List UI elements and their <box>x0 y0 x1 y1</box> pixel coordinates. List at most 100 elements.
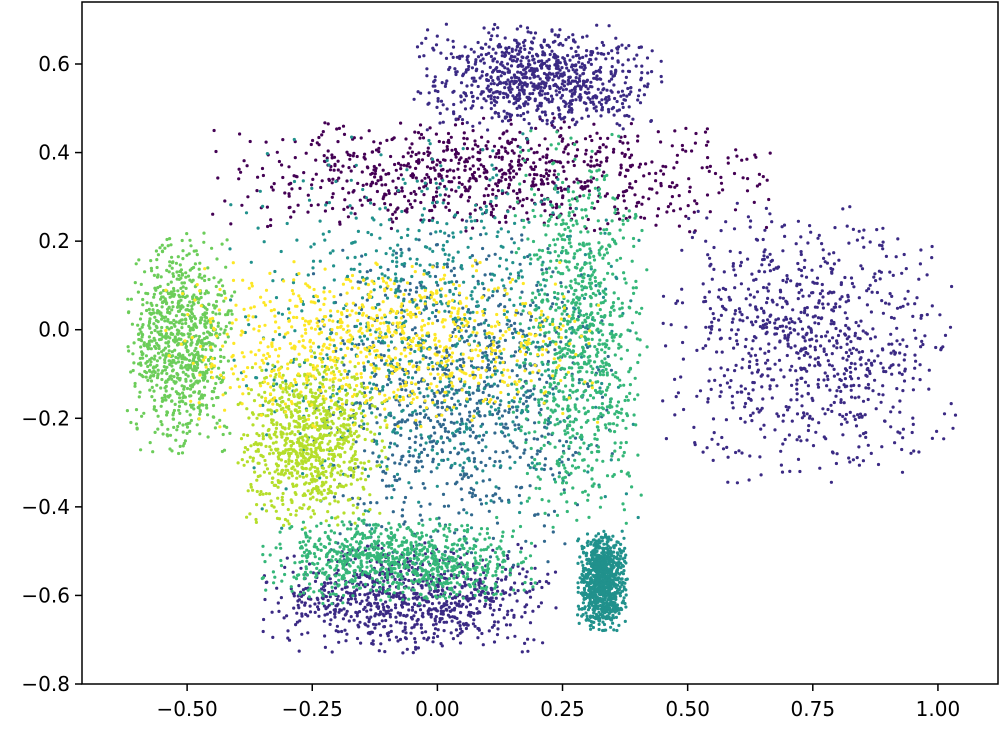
scatter-point <box>495 633 500 637</box>
scatter-point <box>488 478 492 482</box>
scatter-point <box>318 259 322 263</box>
scatter-point <box>530 184 534 188</box>
scatter-point <box>266 362 270 366</box>
scatter-point <box>317 614 321 618</box>
scatter-point <box>843 417 847 421</box>
scatter-point <box>341 164 345 168</box>
scatter-point <box>863 413 867 417</box>
scatter-point <box>518 572 522 576</box>
scatter-point <box>433 89 437 93</box>
scatter-point <box>451 431 455 435</box>
scatter-point <box>483 354 487 358</box>
scatter-point <box>677 194 681 198</box>
scatter-point <box>467 156 471 160</box>
scatter-point <box>435 466 439 470</box>
scatter-point <box>941 345 945 349</box>
scatter-point <box>386 605 391 609</box>
scatter-point <box>847 456 851 460</box>
scatter-point <box>557 108 561 112</box>
scatter-point <box>335 624 339 628</box>
scatter-point <box>407 608 411 612</box>
scatter-point <box>730 320 735 324</box>
scatter-point <box>329 314 333 318</box>
scatter-point <box>351 241 355 245</box>
scatter-point <box>464 189 468 193</box>
scatter-point <box>598 136 603 140</box>
scatter-point <box>383 202 387 206</box>
scatter-point <box>594 152 598 156</box>
scatter-point <box>355 614 359 618</box>
scatter-point <box>517 493 522 498</box>
scatter-point <box>323 634 327 638</box>
scatter-point <box>805 331 809 335</box>
scatter-point <box>446 569 450 573</box>
scatter-point <box>354 324 359 328</box>
scatter-point <box>546 359 551 364</box>
scatter-point <box>436 97 440 101</box>
scatter-point <box>514 38 518 43</box>
scatter-point <box>586 447 590 451</box>
scatter-point <box>572 39 576 43</box>
scatter-point <box>495 34 499 38</box>
scatter-point <box>865 289 869 293</box>
scatter-point <box>558 41 563 46</box>
scatter-point <box>542 202 546 206</box>
scatter-point <box>785 277 790 281</box>
scatter-point <box>857 229 861 233</box>
scatter-point <box>536 280 540 284</box>
scatter-point <box>659 169 663 173</box>
scatter-point <box>497 607 501 612</box>
scatter-point <box>417 186 421 190</box>
scatter-point <box>414 237 418 241</box>
scatter-point <box>452 266 456 270</box>
scatter-point <box>409 347 413 351</box>
scatter-point <box>229 298 233 302</box>
scatter-point <box>647 197 651 201</box>
scatter-point <box>483 329 487 333</box>
scatter-point <box>471 124 475 128</box>
scatter-point <box>693 441 697 445</box>
scatter-point <box>519 269 523 273</box>
scatter-point <box>518 486 523 490</box>
scatter-point <box>468 186 472 190</box>
scatter-point <box>238 132 242 136</box>
scatter-point <box>472 327 476 331</box>
scatter-point <box>431 623 436 627</box>
scatter-point <box>484 336 488 340</box>
scatter-point <box>460 267 464 271</box>
scatter-point <box>512 206 516 211</box>
scatter-point <box>318 327 322 331</box>
scatter-point <box>535 173 539 177</box>
scatter-point <box>395 264 399 268</box>
scatter-point <box>558 420 562 424</box>
scatter-point <box>407 247 411 251</box>
scatter-point <box>748 293 753 297</box>
scatter-point <box>425 74 429 78</box>
scatter-point <box>412 602 416 606</box>
scatter-point <box>515 374 519 378</box>
scatter-point <box>711 312 715 316</box>
scatter-point <box>542 174 546 178</box>
scatter-point <box>549 467 553 471</box>
scatter-point <box>447 180 451 184</box>
scatter-point <box>355 636 360 641</box>
scatter-point <box>823 371 827 375</box>
scatter-point <box>465 623 469 627</box>
scatter-point <box>464 425 469 429</box>
scatter-point <box>452 102 456 107</box>
scatter-point <box>755 290 760 294</box>
scatter-point <box>331 177 335 181</box>
scatter-point <box>476 55 481 59</box>
scatter-point <box>431 198 436 202</box>
scatter-point <box>475 262 479 266</box>
scatter-point <box>506 119 511 123</box>
scatter-point <box>436 585 440 589</box>
scatter-point <box>826 302 830 306</box>
scatter-point <box>322 619 326 623</box>
scatter-point <box>488 555 493 559</box>
scatter-point <box>410 617 414 621</box>
scatter-point <box>412 614 416 618</box>
scatter-point <box>399 254 403 258</box>
scatter-point <box>400 262 404 266</box>
scatter-point <box>265 433 269 437</box>
